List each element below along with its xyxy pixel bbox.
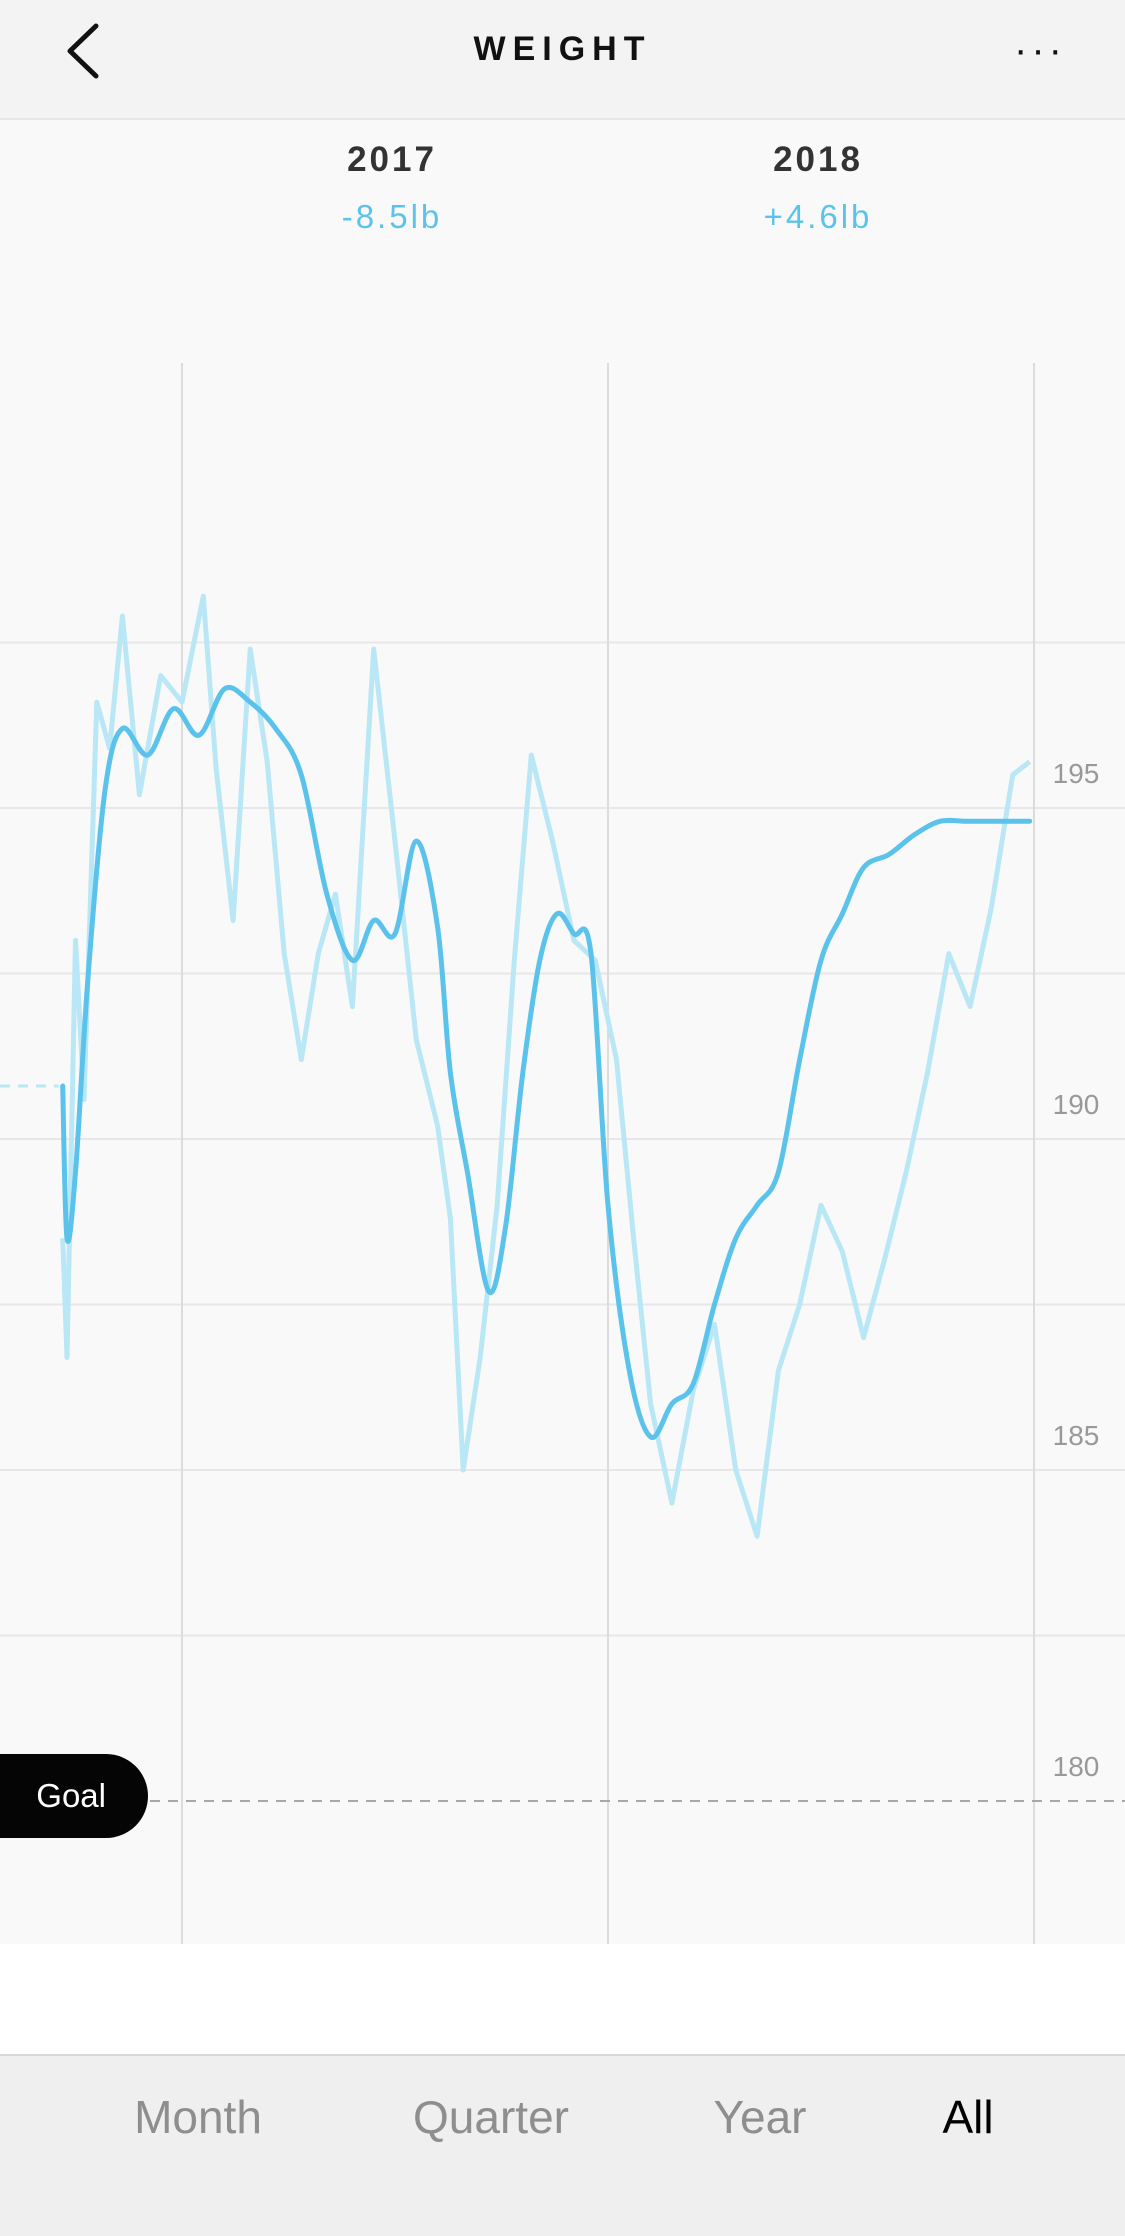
y-tick-label-195: 195 xyxy=(1037,749,1115,799)
raw-weight-line xyxy=(60,593,1032,1539)
y-tick-label-180: 180 xyxy=(1037,1742,1115,1792)
year-summary-2017: 2017 -8.5lb xyxy=(262,140,522,236)
tab-all[interactable]: All xyxy=(942,2091,994,2143)
nav-header: WEIGHT ··· xyxy=(0,0,1125,120)
page-title: WEIGHT xyxy=(473,30,652,68)
tab-quarter[interactable]: Quarter xyxy=(413,2091,569,2143)
y-tick-label-190: 190 xyxy=(1037,1080,1115,1130)
year-label: 2017 xyxy=(347,140,437,179)
range-tab-bar xyxy=(0,2056,1125,2236)
tab-month[interactable]: Month xyxy=(134,2091,262,2143)
more-options-button[interactable]: ··· xyxy=(1014,28,1066,72)
trend-weight-line xyxy=(60,685,1033,1440)
y-tick-label-185: 185 xyxy=(1037,1411,1115,1461)
year-label: 2018 xyxy=(773,140,863,179)
chevron-left-icon xyxy=(67,23,99,79)
tab-year[interactable]: Year xyxy=(713,2091,807,2143)
goal-badge: Goal xyxy=(0,1754,148,1838)
year-delta: -8.5lb xyxy=(341,198,443,235)
back-button[interactable] xyxy=(56,18,116,84)
chart-footer-band xyxy=(0,1944,1125,2056)
year-delta: +4.6lb xyxy=(763,198,873,235)
year-summary-2018: 2018 +4.6lb xyxy=(688,140,948,236)
